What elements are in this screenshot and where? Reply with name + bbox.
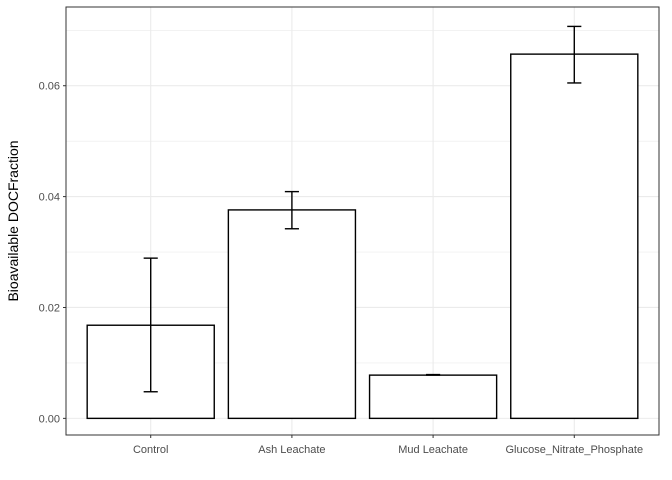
x-tick-label: Ash Leachate: [258, 444, 325, 456]
bars: [86, 53, 639, 420]
x-tick-label: Mud Leachate: [398, 444, 468, 456]
bar: [368, 374, 498, 420]
panel-border: [65, 6, 660, 436]
error-bars: [143, 25, 582, 393]
x-tick-label: Glucose_Nitrate_Phosphate: [505, 444, 643, 456]
x-tick-label: Control: [133, 444, 168, 456]
y-tick-label: 0.02: [39, 302, 60, 314]
y-tick-label: 0.04: [39, 192, 60, 204]
bar: [227, 209, 357, 420]
y-tick-label: 0.00: [39, 413, 60, 425]
y-axis-title: Bioavailable DOCFraction: [5, 140, 21, 301]
y-tick-label: 0.06: [39, 81, 60, 93]
y-axis-ticks: 0.00 0.02 0.04 0.06: [39, 81, 66, 425]
bar: [510, 53, 639, 420]
x-axis-ticks: Control Ash Leachate Mud Leachate Glucose_N…: [133, 435, 643, 456]
